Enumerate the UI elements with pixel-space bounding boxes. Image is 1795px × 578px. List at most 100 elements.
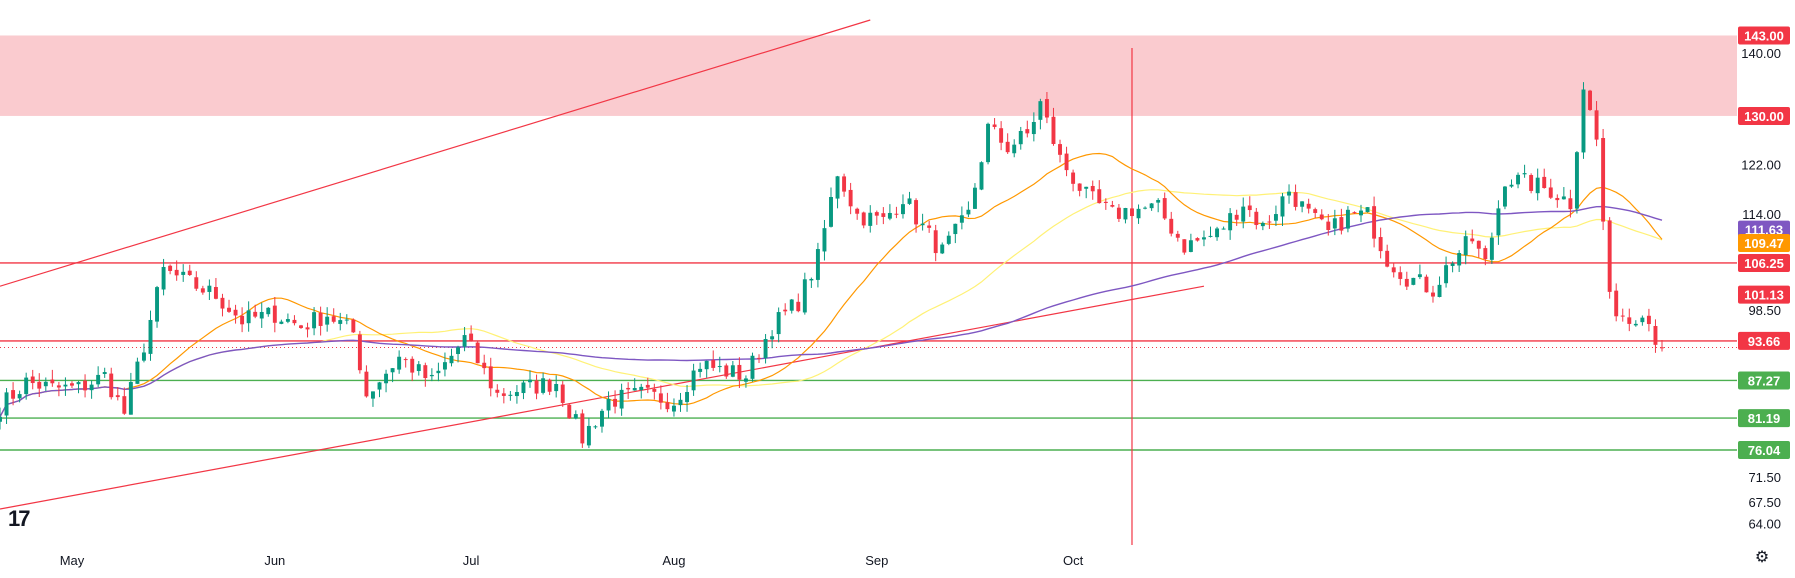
y-tick-label: 114.00 <box>1742 207 1781 222</box>
candle-body <box>1228 213 1233 231</box>
candle-body <box>213 286 218 299</box>
candle-body <box>220 297 225 309</box>
candle-body <box>560 384 565 403</box>
candle-body <box>940 244 945 254</box>
candle-body <box>122 396 127 414</box>
candle-body <box>822 228 827 252</box>
candle-body <box>292 319 297 324</box>
candle-body <box>685 392 690 403</box>
candle-body <box>495 389 500 393</box>
price-badge-label: 130.00 <box>1744 109 1784 124</box>
candle-body <box>1326 221 1331 230</box>
candle-body <box>259 311 264 319</box>
candle-body <box>894 213 899 215</box>
candle-body <box>1568 198 1573 210</box>
candle-body <box>371 391 375 399</box>
candle-body <box>979 162 984 190</box>
candle-body <box>17 394 22 399</box>
resistance-zone <box>0 35 1737 116</box>
candle-body <box>1208 235 1213 237</box>
candle-body <box>488 366 493 389</box>
candle-body <box>168 265 173 271</box>
candle-body <box>384 373 389 384</box>
candle-body <box>999 128 1004 143</box>
candle-body <box>1476 240 1481 249</box>
candle-body <box>678 399 683 406</box>
candle-body <box>1365 207 1370 213</box>
resistance-zone-layer <box>0 35 1737 116</box>
candle-body <box>1182 239 1187 253</box>
candle-body <box>776 312 781 335</box>
candle-body <box>953 223 958 235</box>
candle-body <box>959 215 964 223</box>
candle-body <box>1058 144 1062 155</box>
candle-body <box>11 390 16 399</box>
y-tick-label: 140.00 <box>1741 46 1781 61</box>
candle-body <box>1012 144 1017 154</box>
tradingview-logo[interactable]: 17 <box>8 506 31 531</box>
price-badge <box>1738 371 1790 390</box>
candle-body <box>135 361 140 384</box>
candle-body <box>76 382 81 385</box>
candle-body <box>233 309 238 316</box>
candle-body <box>613 398 618 407</box>
candle-body <box>475 342 480 364</box>
candle-body <box>96 374 101 385</box>
candle-body <box>128 382 133 415</box>
candle-body <box>1522 173 1527 175</box>
candle-body <box>272 305 277 323</box>
candle-body <box>1149 203 1154 209</box>
candle-body <box>1300 201 1305 207</box>
candle-body <box>390 368 395 373</box>
candle-body <box>1457 253 1462 266</box>
candle-body <box>1444 265 1449 284</box>
candle-body <box>1614 290 1619 317</box>
candle-body <box>920 223 925 226</box>
candle-body <box>482 362 487 369</box>
candle-body <box>1306 203 1311 209</box>
candle-body <box>1463 236 1468 256</box>
candle-body <box>1175 233 1180 238</box>
candle-body <box>37 381 42 389</box>
candle-body <box>1097 189 1102 204</box>
candle-body <box>1143 207 1148 209</box>
settings-gear-icon[interactable]: ⚙ <box>1754 549 1770 566</box>
candle-body <box>567 404 572 419</box>
price-badge <box>1738 440 1790 459</box>
candle-body <box>1646 315 1651 325</box>
time-axis[interactable]: May Jun Jul Aug Sep Oct <box>0 545 1795 573</box>
candle-body <box>1260 222 1265 227</box>
candle-body <box>907 198 912 204</box>
candle-body <box>1620 315 1625 317</box>
candle-body <box>1136 208 1141 219</box>
candle-body <box>658 393 663 403</box>
candle-body <box>1188 240 1193 252</box>
candle-body <box>1313 209 1318 213</box>
price-badge-label: 76.04 <box>1748 443 1781 458</box>
candle-body <box>1332 218 1337 229</box>
price-badge-label: 111.63 <box>1745 223 1783 238</box>
candle-body <box>89 384 94 391</box>
candle-body <box>528 379 532 383</box>
candle-body <box>541 378 546 393</box>
candle-body <box>1254 211 1259 226</box>
candle-body <box>1215 228 1220 238</box>
candle-body <box>626 387 631 390</box>
candle-body <box>1018 130 1023 145</box>
candle-body <box>207 285 212 292</box>
price-badge <box>1738 26 1790 45</box>
candle-body <box>1038 101 1043 120</box>
candle-body <box>181 271 186 275</box>
price-badge-label: 101.13 <box>1744 288 1784 303</box>
price-badge <box>1738 234 1790 253</box>
candle-body <box>868 212 873 226</box>
candle-body <box>344 319 349 321</box>
candle-body <box>835 176 840 199</box>
candle-body <box>593 426 598 428</box>
candle-body <box>691 370 696 391</box>
x-tick-label: Aug <box>662 553 685 568</box>
y-tick-label: 64.00 <box>1748 517 1781 532</box>
sma-100-line <box>0 205 1663 418</box>
